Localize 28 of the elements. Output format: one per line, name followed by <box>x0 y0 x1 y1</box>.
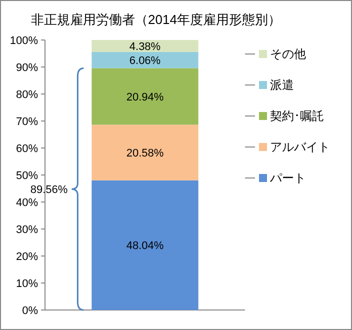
y-tick-label: 100% <box>10 35 38 47</box>
text: 48.04% <box>126 240 164 252</box>
y-tick-label: 70% <box>16 116 38 128</box>
y-tick-label: 40% <box>16 197 38 209</box>
text: 6.06% <box>129 55 161 68</box>
y-tick-label: 10% <box>16 278 38 290</box>
y-tick-label: 90% <box>16 62 38 74</box>
text: 20.94% <box>126 91 164 104</box>
text: 89.56% <box>30 184 68 196</box>
legend-label: その他 <box>270 47 306 61</box>
legend-label: パート <box>269 171 306 185</box>
legend-label: アルバイト <box>270 140 330 154</box>
y-tick-label: 80% <box>16 89 38 101</box>
text: 20.58% <box>126 148 164 160</box>
bar <box>92 52 198 68</box>
y-tick-label: 20% <box>16 251 38 263</box>
bar <box>92 180 198 310</box>
legend-label: 契約･嘱託 <box>270 109 324 123</box>
legend-label: 派遣 <box>270 78 294 92</box>
y-tick-label: 50% <box>16 170 38 182</box>
text: 4.38% <box>129 40 161 53</box>
y-tick-label: 0% <box>22 305 38 317</box>
chart-title: 非正規雇用労働者（2014年度雇用形態別） <box>31 12 281 27</box>
bar <box>92 68 198 125</box>
y-tick-label: 30% <box>16 224 38 236</box>
y-tick-label: 60% <box>16 143 38 155</box>
bar <box>92 40 198 52</box>
bar <box>92 124 198 180</box>
